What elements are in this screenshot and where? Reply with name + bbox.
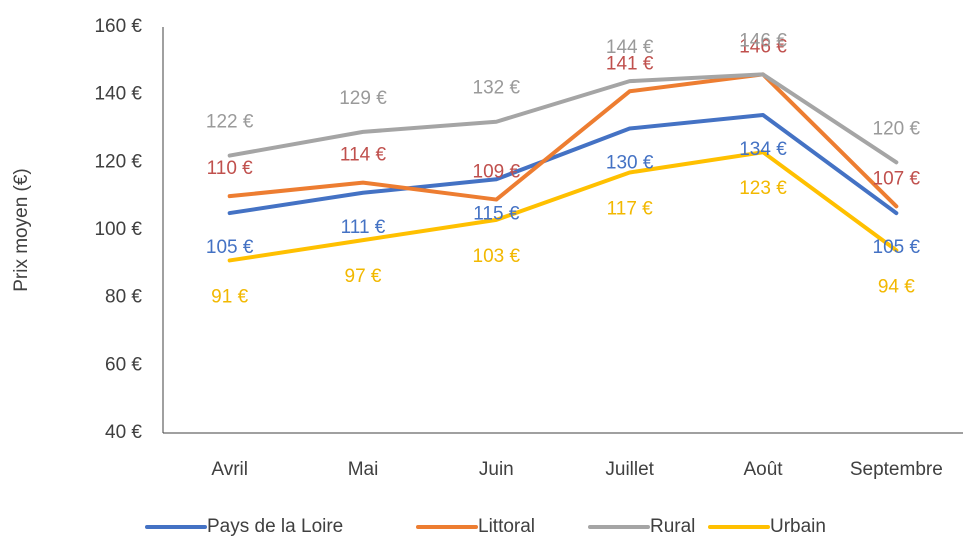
x-tick-label: Septembre — [850, 459, 943, 480]
data-label: 130 € — [606, 153, 654, 174]
data-label: 122 € — [206, 112, 254, 133]
x-tick-label: Mai — [348, 459, 379, 480]
series-line — [227, 72, 899, 209]
data-label: 146 € — [739, 36, 787, 57]
x-tick-label: Août — [743, 459, 783, 480]
data-label: 144 € — [606, 37, 654, 58]
data-label: 111 € — [341, 217, 386, 238]
legend-label: Littoral — [478, 516, 535, 537]
legend-label: Urbain — [770, 516, 826, 537]
data-label: 120 € — [873, 118, 921, 139]
series-line — [227, 150, 899, 263]
data-label: 107 € — [873, 168, 921, 189]
y-tick-label: 40 € — [105, 422, 142, 443]
x-tick-label: Juillet — [605, 459, 654, 480]
x-tick-label: Avril — [211, 459, 248, 480]
y-tick-label: 60 € — [105, 354, 142, 375]
legend-label: Rural — [650, 516, 695, 537]
y-tick-label: 140 € — [94, 84, 142, 105]
y-tick-label: 100 € — [94, 219, 142, 240]
data-label: 134 € — [739, 139, 787, 160]
x-tick-label: Juin — [479, 459, 514, 480]
data-label: 109 € — [473, 162, 521, 183]
data-label: 94 € — [878, 276, 915, 297]
data-label: 103 € — [473, 246, 521, 267]
data-label: 146 € — [739, 30, 787, 51]
data-label: 117 € — [607, 198, 654, 219]
data-label: 105 € — [873, 237, 921, 258]
data-label: 110 € — [207, 158, 254, 179]
y-tick-label: 120 € — [94, 151, 142, 172]
data-label: 105 € — [206, 237, 254, 258]
series-line — [227, 72, 899, 165]
y-tick-label: 160 € — [94, 16, 142, 37]
data-label: 91 € — [211, 286, 248, 307]
data-label: 132 € — [473, 78, 521, 99]
y-tick-label: 80 € — [105, 287, 142, 308]
series-line — [227, 112, 899, 216]
data-label: 141 € — [606, 53, 654, 74]
legend-label: Pays de la Loire — [207, 516, 343, 537]
data-label: 123 € — [739, 178, 787, 199]
data-label: 115 € — [473, 203, 520, 224]
data-label: 129 € — [339, 88, 387, 109]
data-label: 97 € — [345, 266, 382, 287]
data-label: 114 € — [340, 145, 387, 166]
y-axis-title: Prix moyen (€) — [11, 168, 32, 292]
